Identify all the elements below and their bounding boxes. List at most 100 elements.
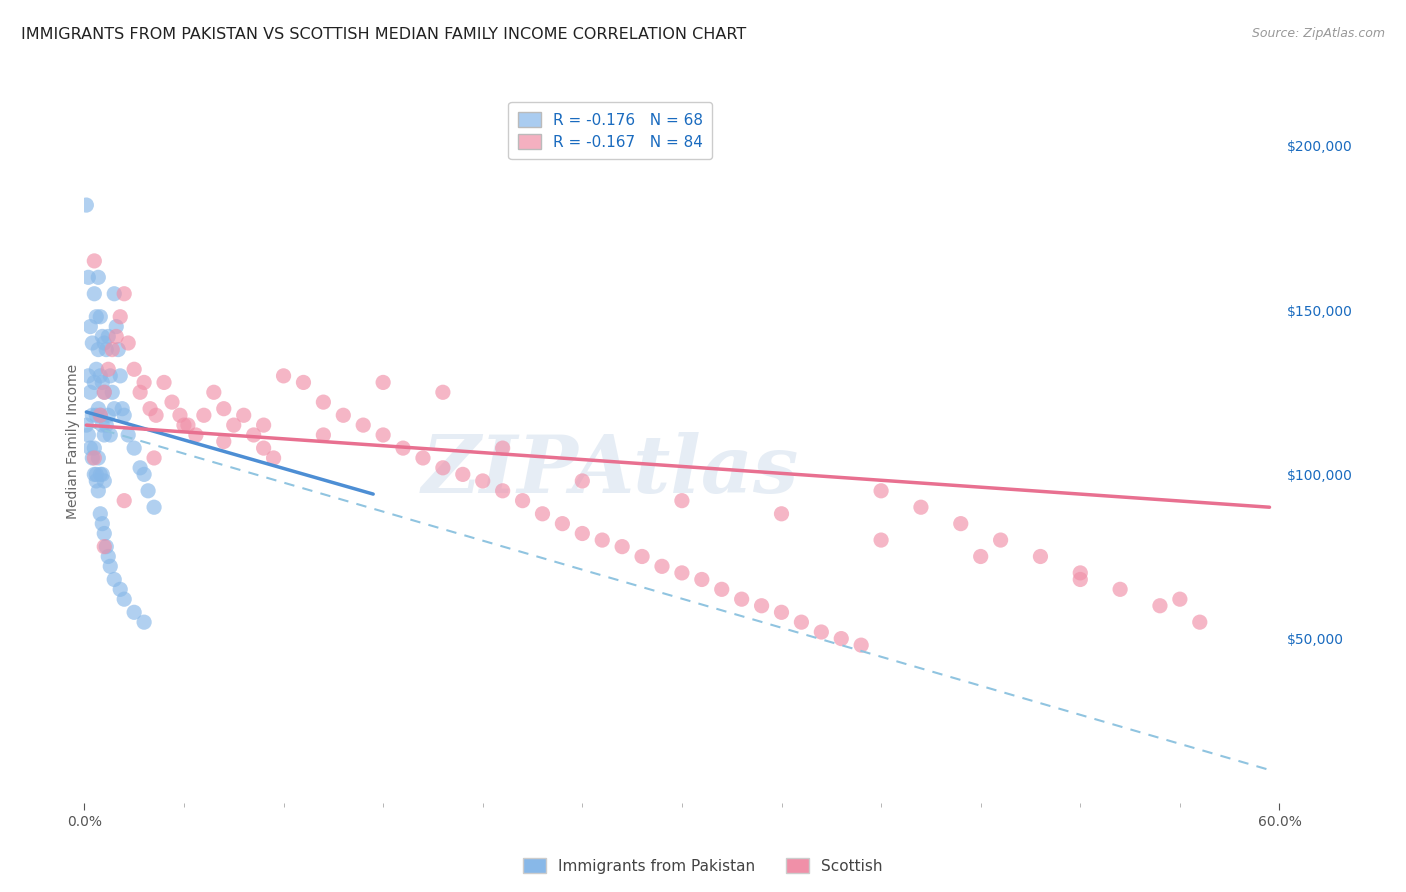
Point	[117, 336, 139, 351]
Point	[110, 368, 132, 383]
Point	[153, 376, 176, 390]
Point	[98, 428, 121, 442]
Point	[83, 467, 105, 482]
Point	[87, 343, 110, 357]
Point	[77, 428, 100, 442]
Point	[710, 582, 733, 597]
Text: Source: ZipAtlas.com: Source: ZipAtlas.com	[1251, 27, 1385, 40]
Point	[412, 450, 434, 465]
Point	[373, 428, 395, 442]
Point	[352, 418, 374, 433]
Point	[89, 467, 111, 482]
Point	[77, 270, 100, 285]
Point	[432, 460, 454, 475]
Point	[651, 559, 673, 574]
Point	[143, 450, 166, 465]
Point	[93, 336, 115, 351]
Point	[1069, 573, 1091, 587]
Point	[949, 516, 972, 531]
Point	[173, 418, 195, 433]
Point	[89, 409, 111, 423]
Point	[990, 533, 1012, 547]
Point	[790, 615, 813, 630]
Point	[77, 368, 100, 383]
Point	[122, 605, 145, 619]
Point	[631, 549, 654, 564]
Point	[242, 428, 264, 442]
Point	[432, 385, 454, 400]
Point	[112, 409, 135, 423]
Point	[79, 385, 101, 400]
Point	[91, 467, 114, 482]
Point	[212, 401, 235, 416]
Point	[110, 310, 132, 324]
Point	[731, 592, 754, 607]
Point	[129, 460, 152, 475]
Point	[690, 573, 713, 587]
Point	[671, 493, 693, 508]
Point	[870, 533, 893, 547]
Point	[86, 362, 108, 376]
Point	[89, 310, 111, 324]
Point	[105, 319, 128, 334]
Point	[93, 474, 115, 488]
Point	[312, 395, 335, 409]
Point	[91, 329, 114, 343]
Point	[112, 493, 135, 508]
Point	[202, 385, 225, 400]
Point	[97, 329, 120, 343]
Point	[910, 500, 932, 515]
Point	[97, 549, 120, 564]
Point	[101, 385, 124, 400]
Point	[87, 270, 110, 285]
Point	[132, 615, 156, 630]
Point	[93, 385, 115, 400]
Point	[93, 428, 115, 442]
Point	[751, 599, 773, 613]
Point	[870, 483, 893, 498]
Point	[471, 474, 494, 488]
Point	[129, 385, 152, 400]
Point	[83, 450, 105, 465]
Point	[110, 582, 132, 597]
Point	[132, 467, 156, 482]
Point	[184, 428, 207, 442]
Legend: R = -0.176   N = 68, R = -0.167   N = 84: R = -0.176 N = 68, R = -0.167 N = 84	[509, 103, 711, 159]
Point	[492, 483, 515, 498]
Point	[551, 516, 574, 531]
Point	[91, 376, 114, 390]
Point	[97, 362, 120, 376]
Point	[612, 540, 634, 554]
Point	[97, 409, 120, 423]
Point	[98, 368, 121, 383]
Point	[122, 362, 145, 376]
Point	[1149, 599, 1171, 613]
Point	[143, 500, 166, 515]
Point	[75, 198, 97, 212]
Point	[770, 605, 793, 619]
Point	[117, 428, 139, 442]
Point	[112, 286, 135, 301]
Point	[89, 368, 111, 383]
Point	[86, 467, 108, 482]
Point	[392, 441, 415, 455]
Point	[96, 343, 118, 357]
Point	[87, 450, 110, 465]
Point	[103, 573, 125, 587]
Point	[1188, 615, 1211, 630]
Point	[1109, 582, 1132, 597]
Point	[571, 526, 593, 541]
Point	[86, 409, 108, 423]
Point	[136, 483, 159, 498]
Point	[312, 428, 335, 442]
Point	[253, 441, 276, 455]
Point	[851, 638, 873, 652]
Point	[86, 474, 108, 488]
Point	[512, 493, 534, 508]
Point	[1029, 549, 1052, 564]
Point	[83, 441, 105, 455]
Point	[232, 409, 254, 423]
Point	[122, 441, 145, 455]
Point	[492, 441, 515, 455]
Point	[770, 507, 793, 521]
